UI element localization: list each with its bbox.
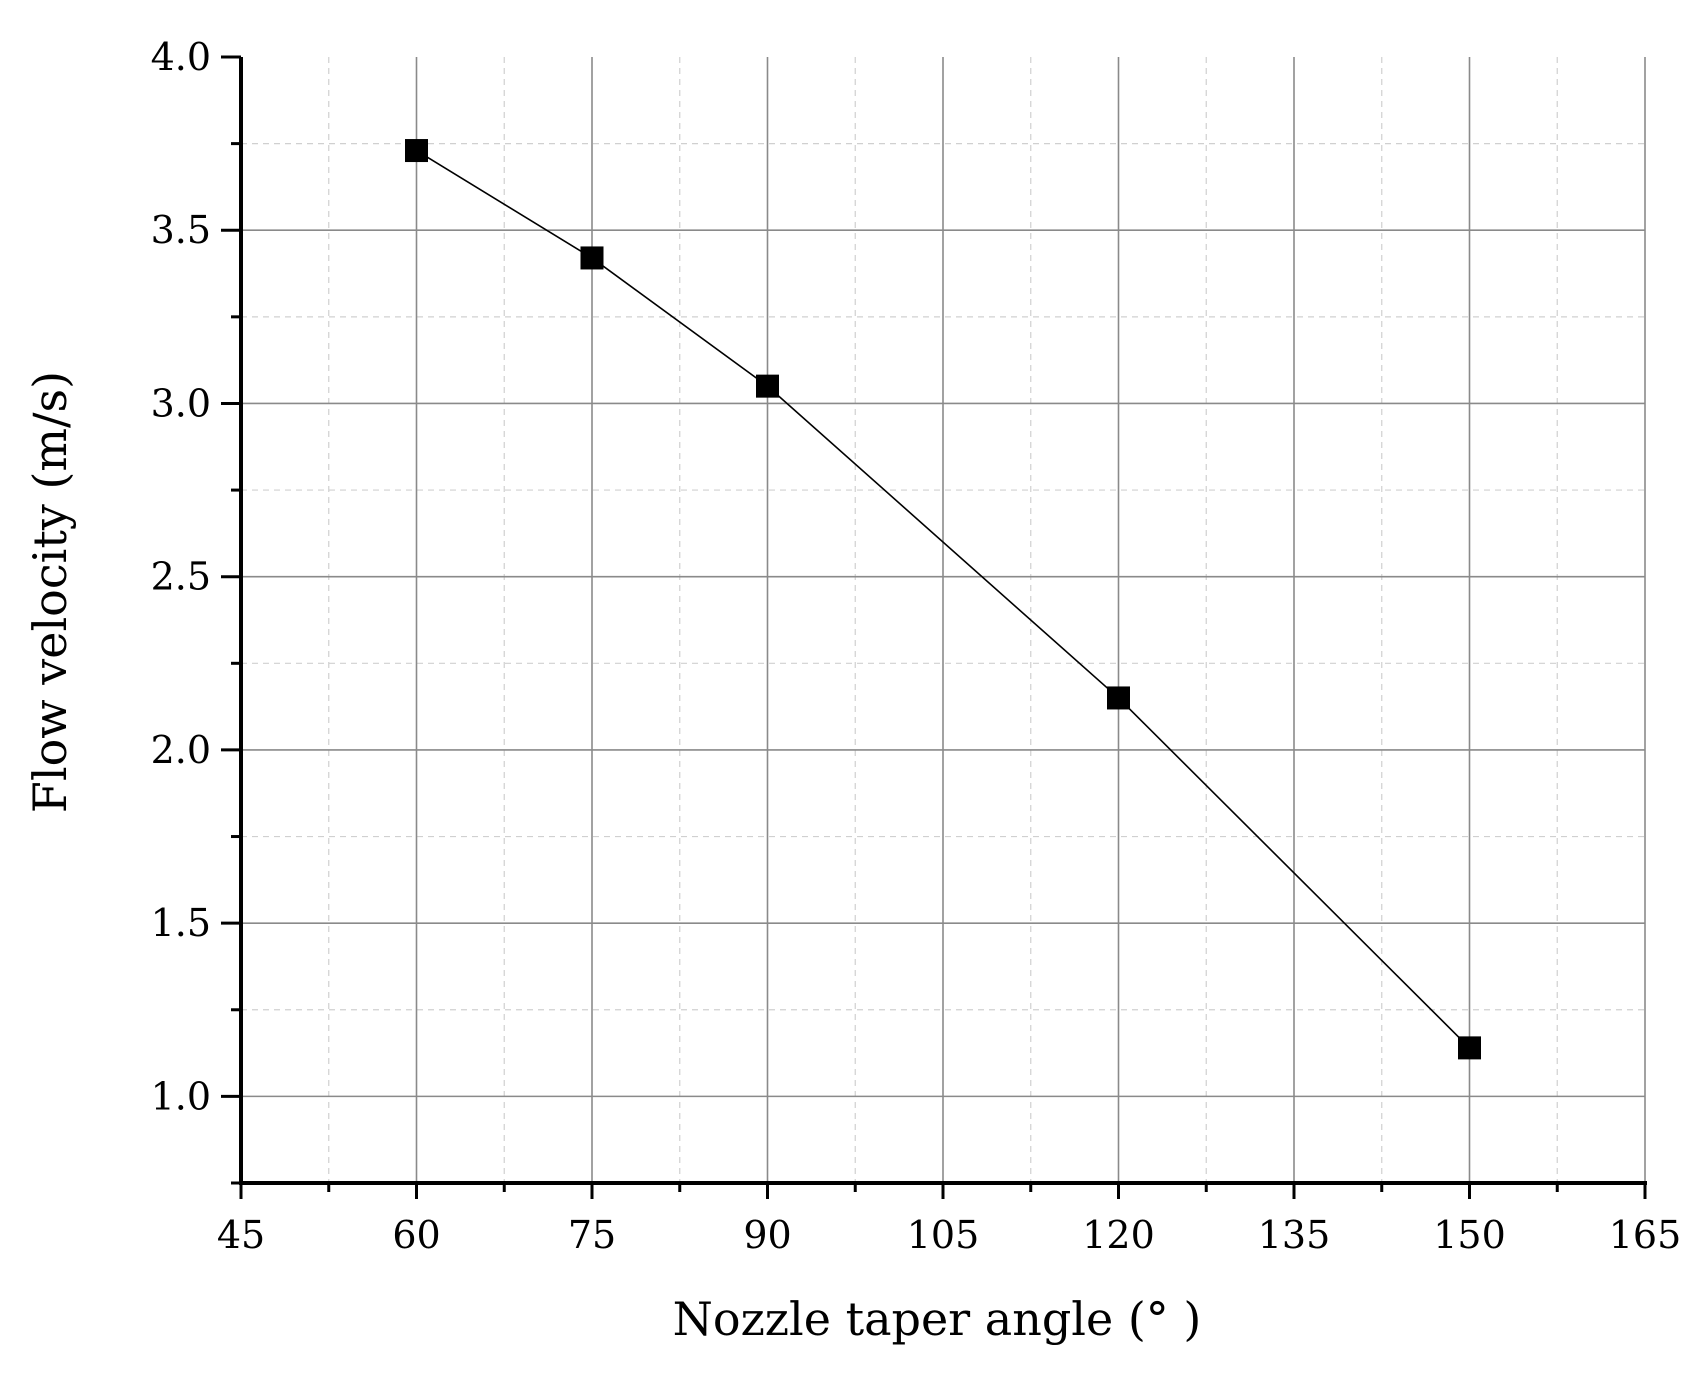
data-point-marker — [1107, 686, 1130, 710]
y-tick-label: 2.0 — [151, 728, 211, 772]
x-tick-label: 105 — [907, 1213, 980, 1257]
x-axis-title: Nozzle taper angle (° ) — [673, 1292, 1202, 1346]
y-tick-label: 1.5 — [151, 901, 211, 945]
y-axis-title: Flow velocity (m/s) — [23, 371, 77, 813]
y-tick-label: 4.0 — [151, 35, 211, 79]
y-tick-label: 2.5 — [151, 555, 211, 599]
major-grid — [241, 57, 1646, 1183]
x-tick-label: 60 — [392, 1213, 440, 1257]
y-tick-label: 3.5 — [151, 208, 211, 252]
axis-ticks — [221, 55, 1647, 1199]
x-tick-label: 135 — [1258, 1213, 1331, 1257]
y-tick-label: 1.0 — [151, 1074, 211, 1118]
data-point-marker — [580, 246, 604, 270]
x-tick-label: 45 — [217, 1213, 265, 1257]
data-series — [405, 139, 1481, 1060]
x-tick-label: 90 — [743, 1213, 791, 1257]
data-point-marker — [756, 374, 779, 398]
x-tick-label: 75 — [568, 1213, 616, 1257]
data-point-marker — [405, 139, 428, 163]
x-tick-label: 120 — [1082, 1213, 1155, 1257]
y-tick-label: 3.0 — [151, 381, 211, 425]
data-point-marker — [1458, 1036, 1481, 1060]
x-tick-label: 165 — [1609, 1213, 1682, 1257]
x-tick-label: 150 — [1433, 1213, 1506, 1257]
tick-labels: 45 60 75 90 105 120 135 150 165 1.0 1.5 2.0 2.5 3.0 3.… — [151, 35, 1682, 1257]
